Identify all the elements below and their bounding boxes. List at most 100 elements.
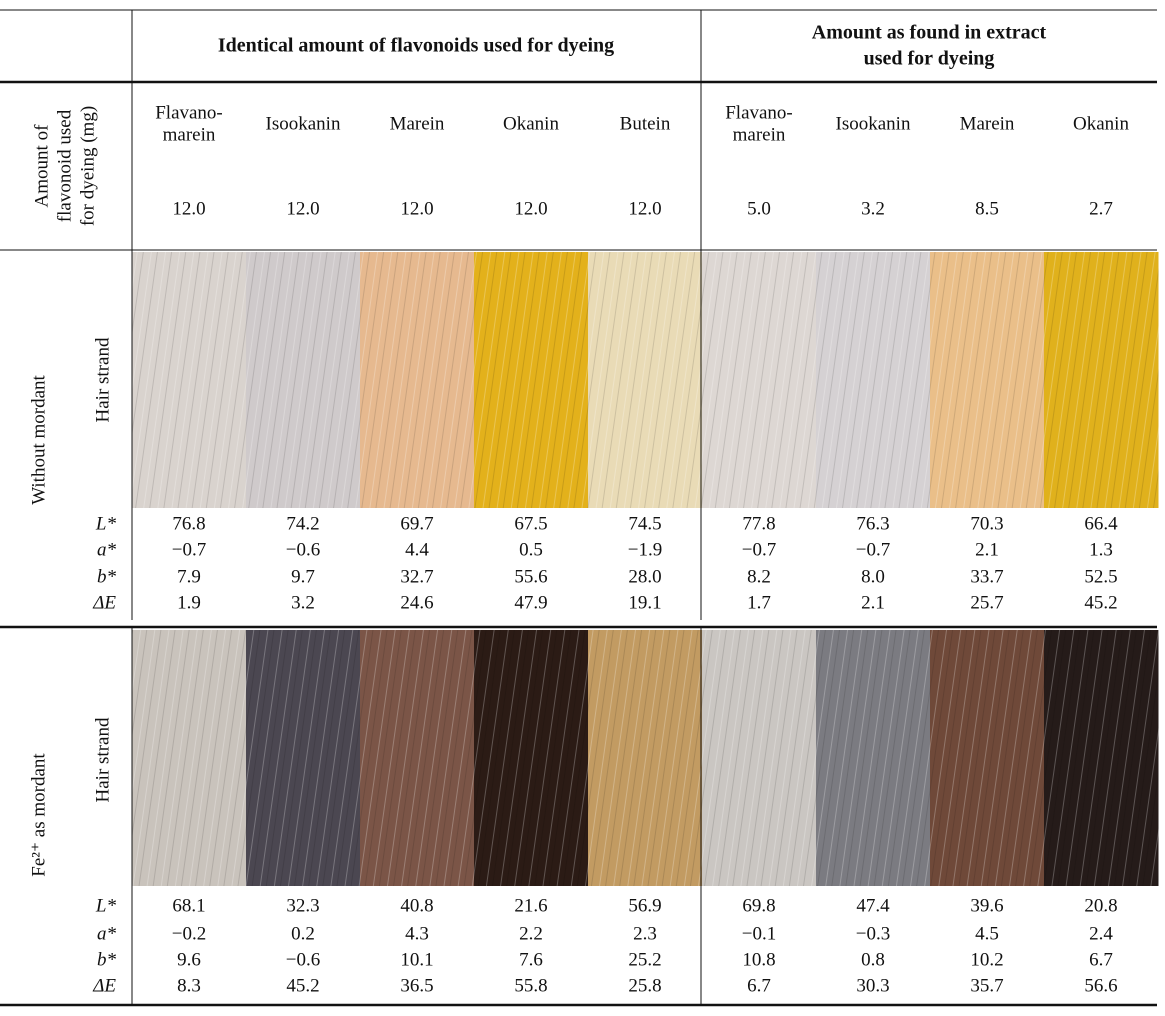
- cell-value: 28.0: [628, 566, 661, 587]
- strand-label: Hair strand: [92, 717, 113, 802]
- cell-value: 25.8: [628, 975, 661, 996]
- cell-value: 8.0: [861, 566, 885, 587]
- group-header: used for dyeing: [864, 48, 995, 70]
- cell-value: −0.6: [286, 949, 320, 970]
- amount-label: Amount of: [31, 124, 52, 208]
- cell-value: −0.2: [172, 923, 206, 944]
- cell-value: 8.3: [177, 975, 201, 996]
- amount: 12.0: [286, 198, 319, 219]
- compound-name: Flavano-: [725, 102, 793, 123]
- cell-value: 39.6: [970, 895, 1003, 916]
- cell-value: −0.6: [286, 539, 320, 560]
- hair-texture: [474, 630, 589, 886]
- compound-name: Isookanin: [836, 113, 911, 134]
- hair-texture: [1044, 252, 1159, 508]
- cell-value: 1.9: [177, 592, 201, 613]
- cell-value: 25.2: [628, 949, 661, 970]
- section-label: Without mordant: [28, 374, 49, 504]
- cell-value: 6.7: [747, 975, 771, 996]
- cell-value: 32.7: [400, 566, 433, 587]
- cell-value: 6.7: [1089, 949, 1113, 970]
- hair-texture: [246, 630, 361, 886]
- hair-texture: [816, 630, 931, 886]
- cell-value: 69.7: [400, 513, 433, 534]
- row-label: a*: [97, 923, 117, 944]
- cell-value: 70.3: [970, 513, 1003, 534]
- row-label: b*: [97, 566, 117, 587]
- hair-texture: [930, 630, 1045, 886]
- amount-label: flavonoid used: [54, 109, 75, 222]
- cell-value: 55.8: [514, 975, 547, 996]
- compound-name: marein: [163, 124, 216, 145]
- cell-value: 56.9: [628, 895, 661, 916]
- hair-texture: [246, 252, 361, 508]
- cell-value: 19.1: [628, 592, 661, 613]
- cell-value: 4.4: [405, 539, 429, 560]
- hair-texture: [474, 252, 589, 508]
- row-label: a*: [97, 539, 117, 560]
- amount: 8.5: [975, 198, 999, 219]
- cell-value: 7.6: [519, 949, 543, 970]
- cell-value: 4.5: [975, 923, 999, 944]
- amount: 12.0: [172, 198, 205, 219]
- cell-value: −0.3: [856, 923, 890, 944]
- group-header: Amount as found in extract: [812, 22, 1047, 44]
- compound-name: Butein: [620, 113, 671, 134]
- hair-texture: [816, 252, 931, 508]
- row-label: L*: [95, 513, 117, 534]
- hair-texture: [930, 252, 1045, 508]
- cell-value: 40.8: [400, 895, 433, 916]
- cell-value: 35.7: [970, 975, 1003, 996]
- hair-texture: [702, 630, 817, 886]
- cell-value: 36.5: [400, 975, 433, 996]
- cell-value: −0.7: [742, 539, 776, 560]
- cell-value: 7.9: [177, 566, 201, 587]
- cell-value: 55.6: [514, 566, 547, 587]
- section-label: Fe²⁺ as mordant: [28, 753, 49, 877]
- cell-value: 1.7: [747, 592, 771, 613]
- cell-value: −0.7: [172, 539, 206, 560]
- cell-value: 0.5: [519, 539, 543, 560]
- cell-value: 74.5: [628, 513, 661, 534]
- cell-value: 20.8: [1084, 895, 1117, 916]
- cell-value: 68.1: [172, 895, 205, 916]
- cell-value: −1.9: [628, 539, 662, 560]
- cell-value: 2.2: [519, 923, 543, 944]
- cell-value: 10.2: [970, 949, 1003, 970]
- compound-name: marein: [733, 124, 786, 145]
- group-header: Identical amount of flavonoids used for …: [218, 35, 614, 57]
- cell-value: 2.4: [1089, 923, 1113, 944]
- amount: 12.0: [400, 198, 433, 219]
- amount: 12.0: [514, 198, 547, 219]
- compound-name: Marein: [390, 113, 445, 134]
- cell-value: 10.1: [400, 949, 433, 970]
- cell-value: 21.6: [514, 895, 547, 916]
- hair-texture: [588, 630, 703, 886]
- hair-texture: [132, 252, 247, 508]
- hair-texture: [360, 252, 475, 508]
- cell-value: 3.2: [291, 592, 315, 613]
- cell-value: 47.9: [514, 592, 547, 613]
- cell-value: 76.8: [172, 513, 205, 534]
- cell-value: 77.8: [742, 513, 775, 534]
- cell-value: 47.4: [856, 895, 890, 916]
- cell-value: 24.6: [400, 592, 433, 613]
- cell-value: 10.8: [742, 949, 775, 970]
- amount: 2.7: [1089, 198, 1113, 219]
- cell-value: −0.7: [856, 539, 890, 560]
- compound-name: Marein: [960, 113, 1015, 134]
- row-label: ΔE: [92, 975, 116, 996]
- cell-value: 66.4: [1084, 513, 1118, 534]
- cell-value: 33.7: [970, 566, 1003, 587]
- cell-value: 76.3: [856, 513, 889, 534]
- row-label: b*: [97, 949, 117, 970]
- cell-value: 0.2: [291, 923, 315, 944]
- cell-value: 2.1: [861, 592, 885, 613]
- amount: 3.2: [861, 198, 885, 219]
- cell-value: 9.6: [177, 949, 201, 970]
- cell-value: 0.8: [861, 949, 885, 970]
- cell-value: 52.5: [1084, 566, 1117, 587]
- compound-name: Isookanin: [266, 113, 341, 134]
- hair-texture: [1044, 630, 1159, 886]
- cell-value: 9.7: [291, 566, 315, 587]
